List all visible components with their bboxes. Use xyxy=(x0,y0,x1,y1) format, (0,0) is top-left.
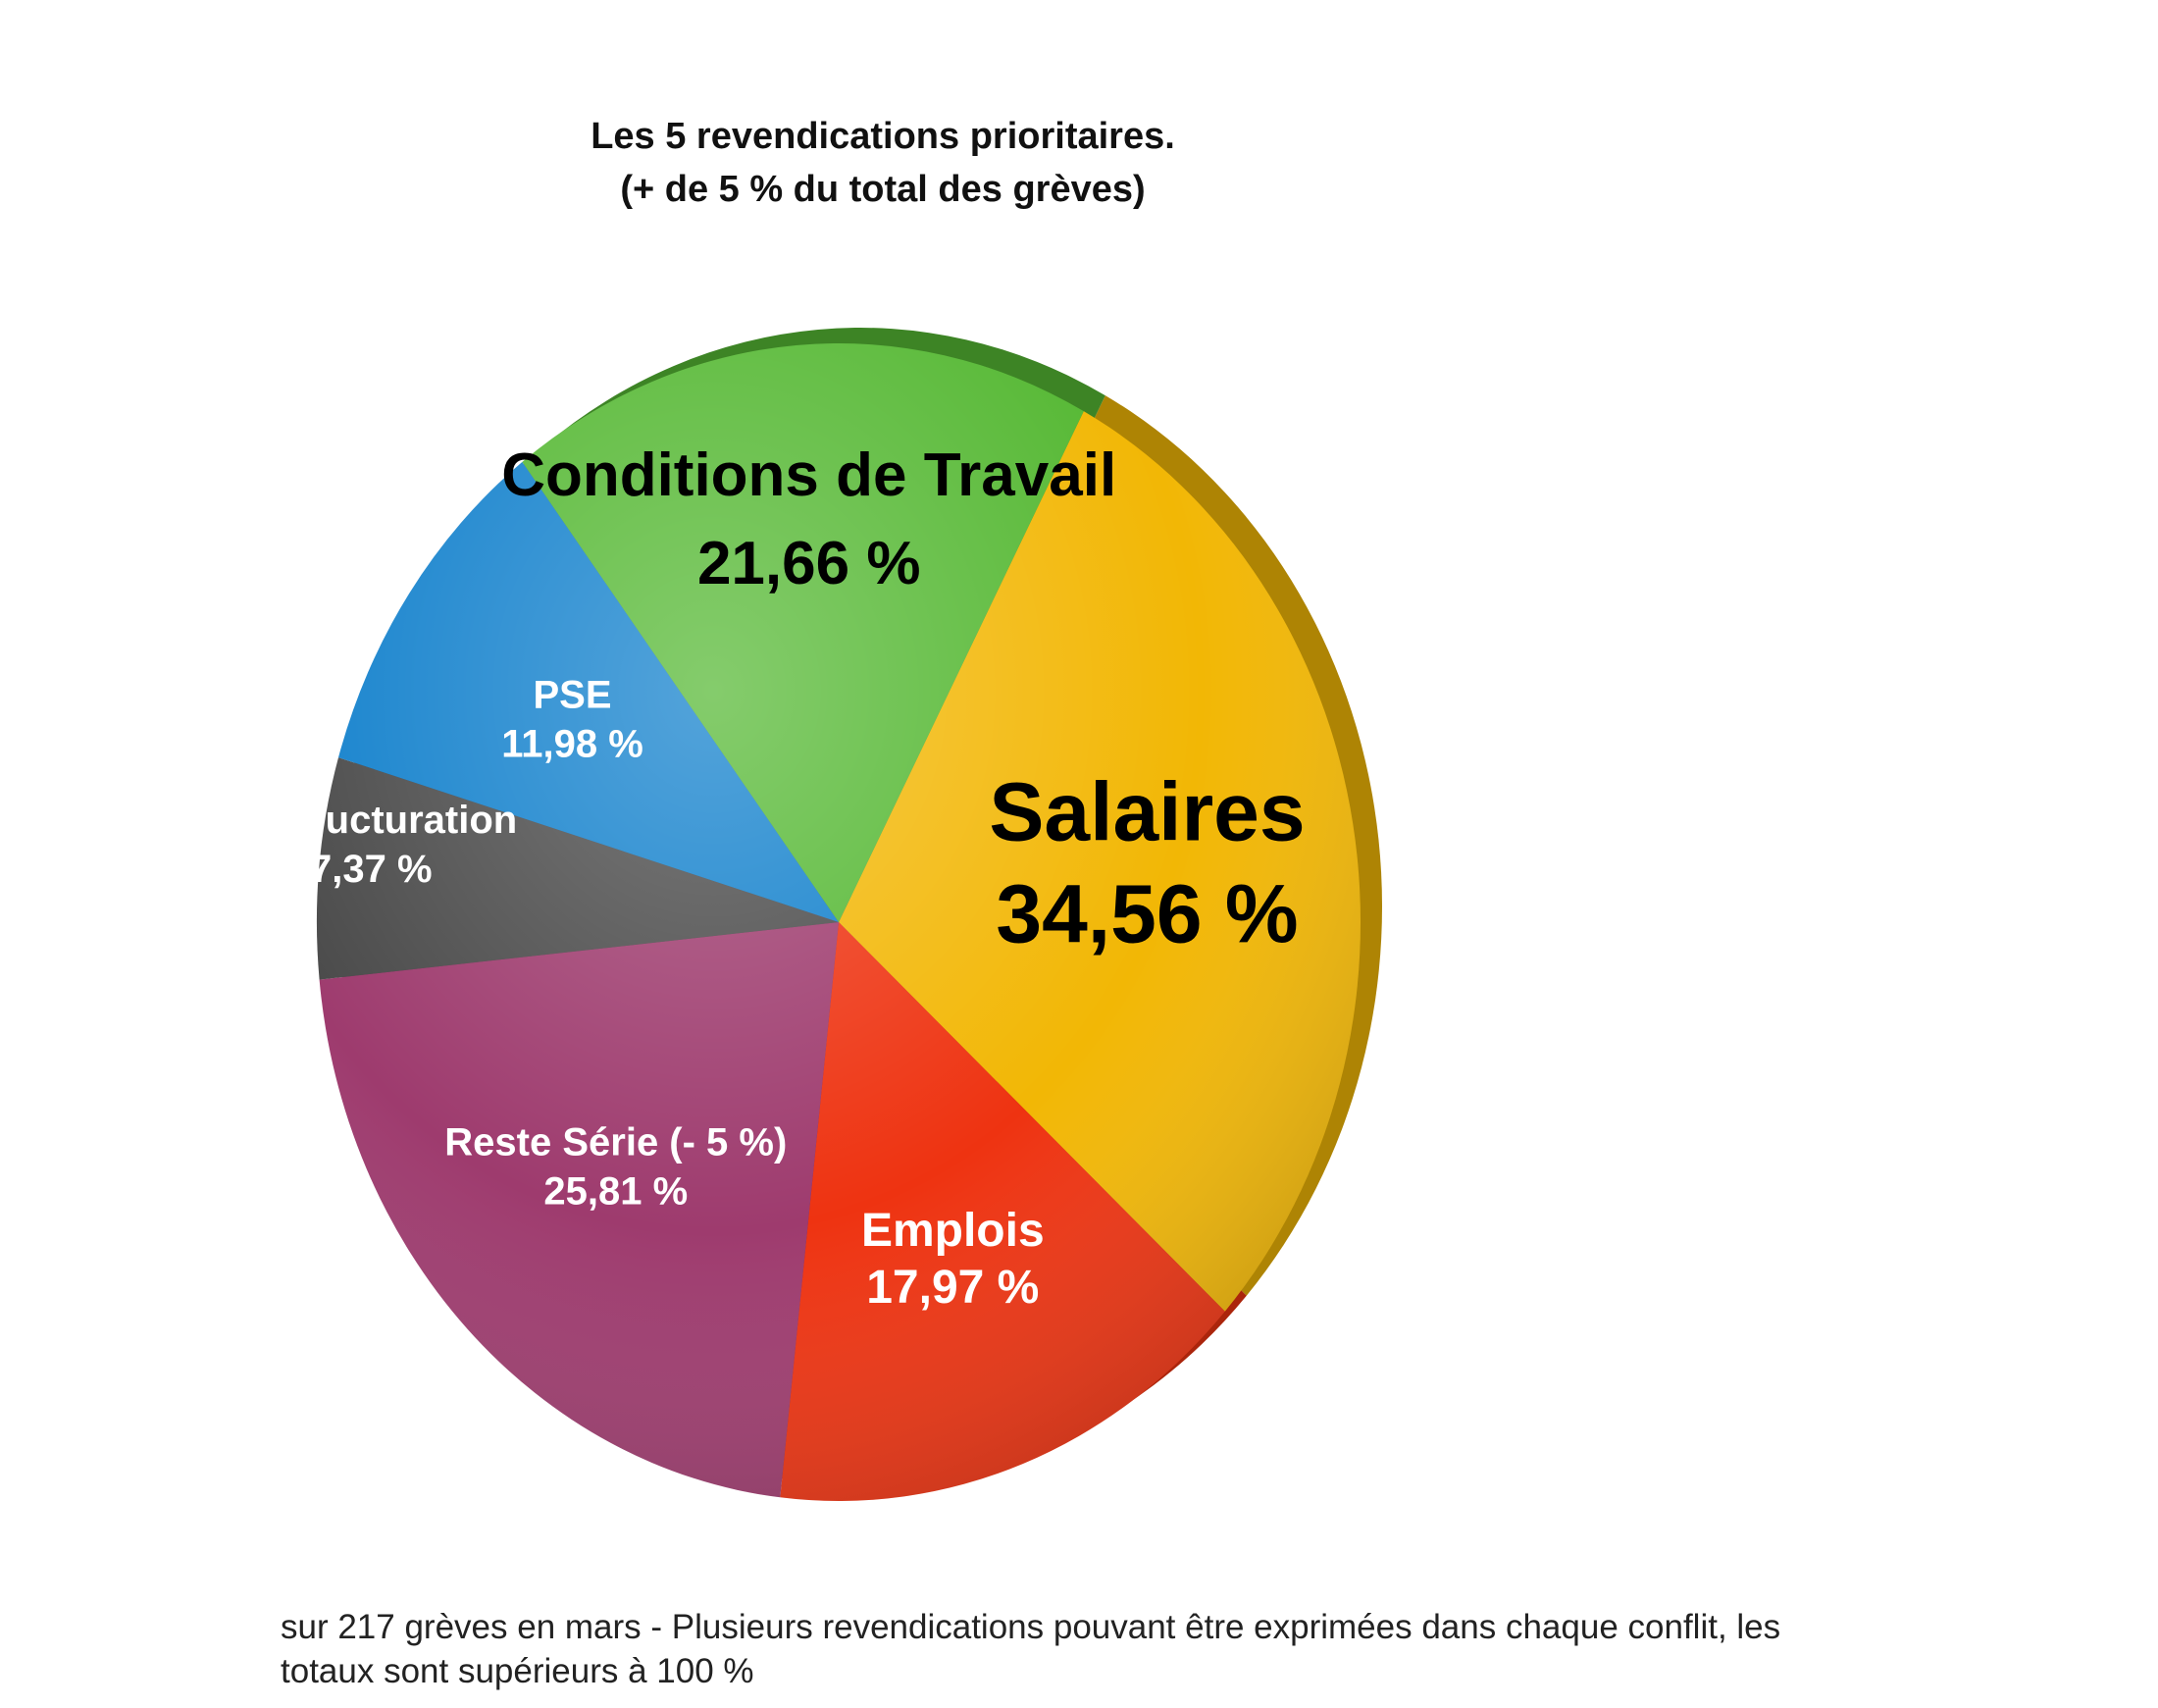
chart-title-line-1: Les 5 revendications prioritaires. xyxy=(591,116,1175,157)
slice-value-restructuration: 7,37 % xyxy=(310,848,433,891)
chart-title-line-2: (+ de 5 % du total des grèves) xyxy=(620,169,1146,210)
slice-label-restructuration: Restructuration xyxy=(225,799,517,842)
slice-label-emplois: Emplois xyxy=(861,1205,1045,1257)
slice-label-reste-serie-5: Reste Série (- 5 %) xyxy=(444,1121,787,1165)
slice-label-conditions-de-travail: Conditions de Travail xyxy=(501,441,1116,509)
footnote-line-1: sur 217 grèves en mars - Plusieurs reven… xyxy=(281,1608,1781,1646)
footnote-line-2: totaux sont supérieurs à 100 % xyxy=(281,1652,754,1690)
slice-label-salaires: Salaires xyxy=(989,766,1305,858)
chart-title: Les 5 revendications prioritaires. (+ de… xyxy=(422,110,1344,216)
slice-value-salaires: 34,56 % xyxy=(996,868,1298,960)
slice-value-reste-serie-5: 25,81 % xyxy=(543,1170,688,1214)
slice-value-emplois: 17,97 % xyxy=(866,1262,1039,1314)
slice-value-conditions-de-travail: 21,66 % xyxy=(697,530,921,597)
footnote: sur 217 grèves en mars - Plusieurs reven… xyxy=(281,1605,2046,1693)
slice-label-pse: PSE xyxy=(533,673,611,716)
slice-value-pse: 11,98 % xyxy=(501,722,643,765)
